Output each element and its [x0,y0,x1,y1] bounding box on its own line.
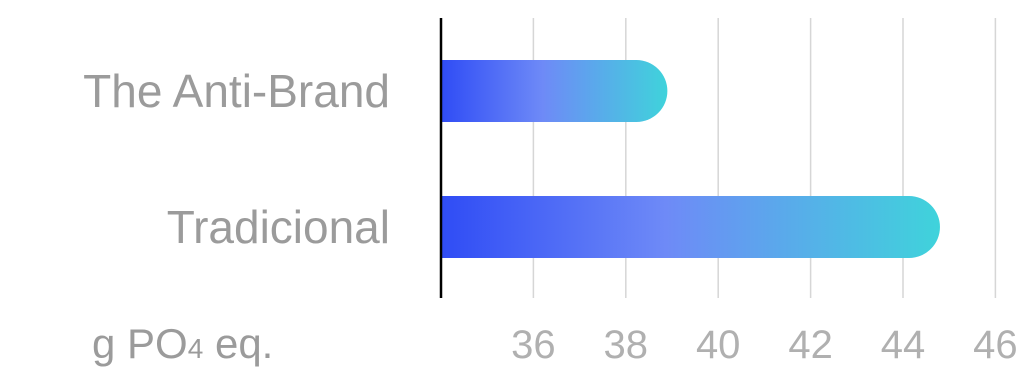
bar-tradicional [441,195,940,258]
unit-label-tail: eq. [203,320,273,367]
x-tick-label: 36 [511,323,556,367]
unit-label: g PO4 eq. [92,320,273,367]
unit-label-main: g PO [92,320,188,367]
category-labels: The Anti-Brand Tradicional [83,65,390,253]
bar-the-anti-brand [441,60,668,122]
category-label: Tradicional [167,201,390,253]
unit-label-subscript: 4 [188,333,204,364]
bars [441,60,940,258]
x-tick-label: 38 [604,323,649,367]
x-tick-label: 44 [881,323,926,367]
x-tick-label: 40 [696,323,741,367]
x-tick-labels: 36 38 40 42 44 46 [511,323,1018,367]
category-label: The Anti-Brand [83,65,390,117]
x-tick-label: 46 [973,323,1018,367]
x-tick-label: 42 [788,323,833,367]
